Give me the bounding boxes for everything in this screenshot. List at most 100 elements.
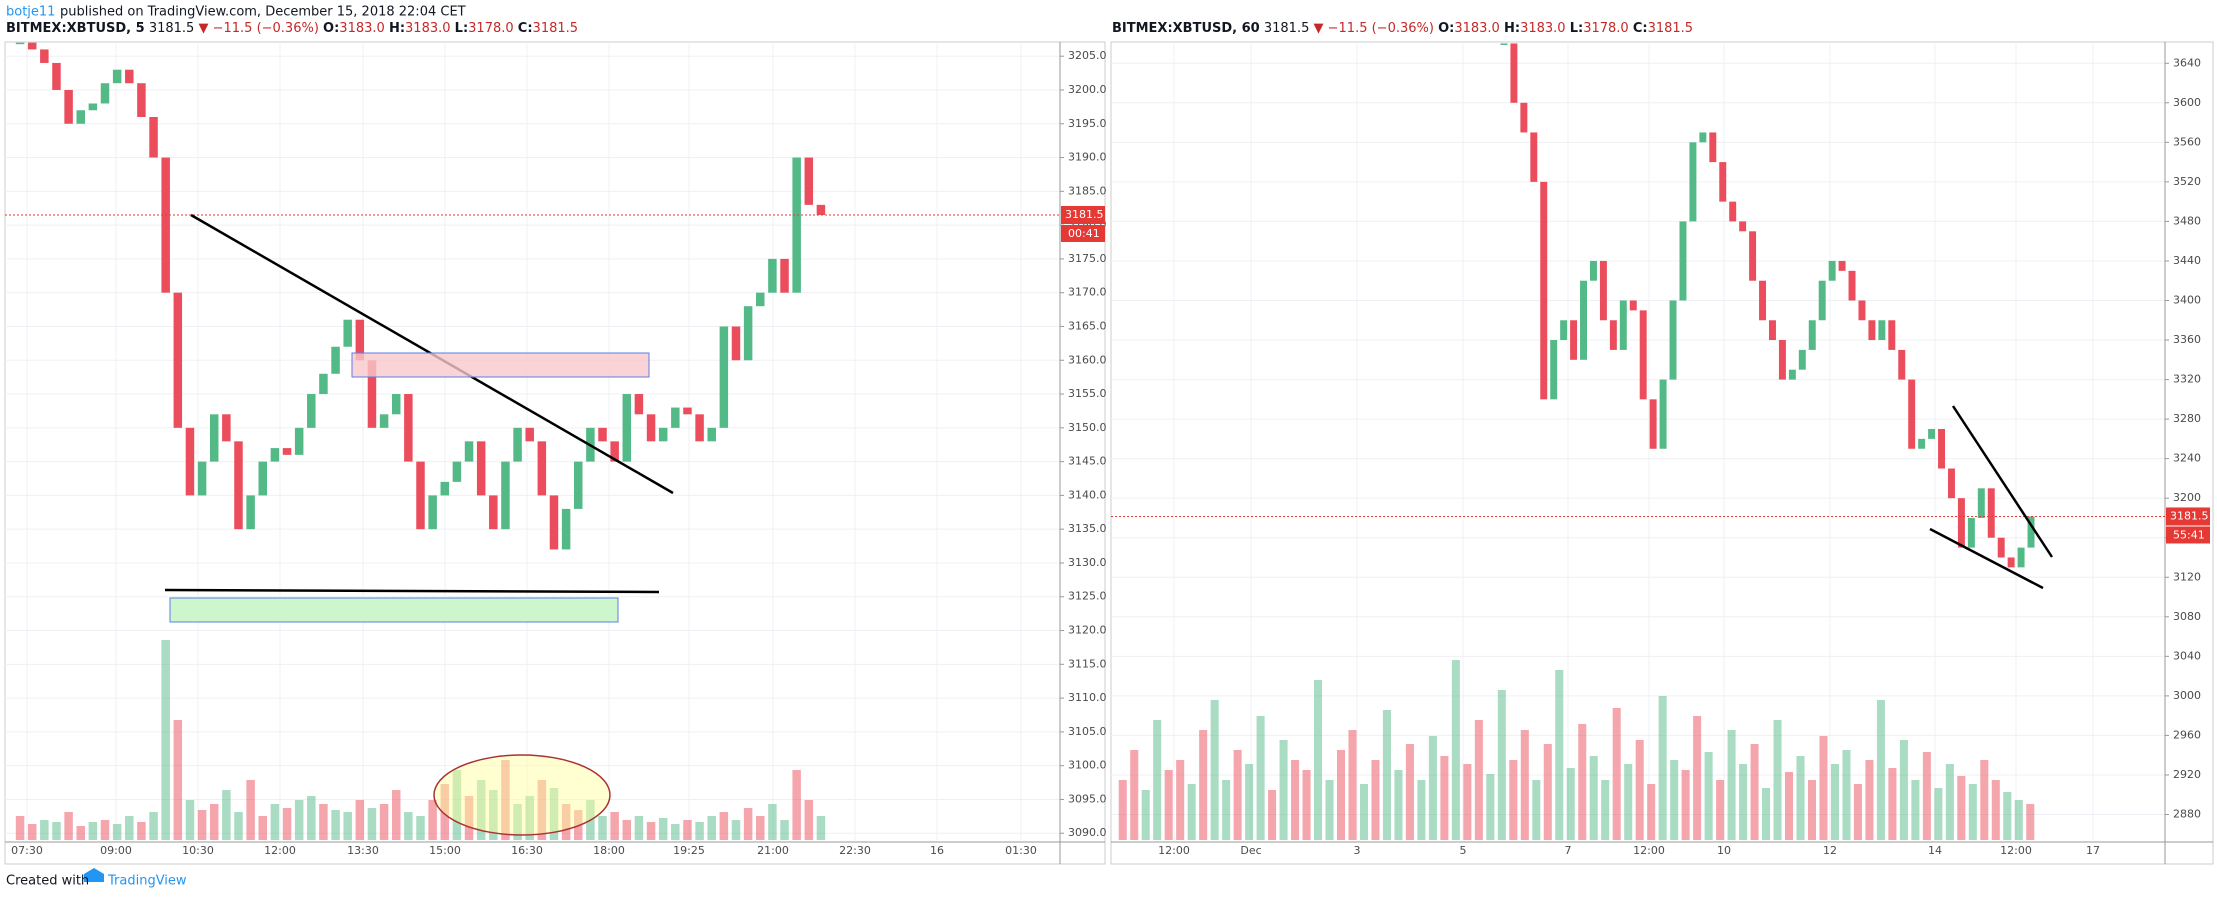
candle — [719, 326, 729, 428]
candle — [367, 360, 377, 428]
candle — [1878, 320, 1886, 341]
volume-bar — [88, 822, 98, 840]
candle — [1739, 221, 1747, 232]
volume-bar — [1647, 784, 1656, 840]
symbol-legend: BITMEX:XBTUSD, 5 3181.5 ▼ −11.5 (−0.36%)… — [6, 21, 578, 36]
candle — [1540, 181, 1548, 400]
candle — [319, 373, 328, 395]
y-tick-label: 3400 — [2173, 293, 2201, 306]
volume-bar — [1268, 790, 1277, 840]
candle — [1858, 300, 1866, 321]
candle — [40, 49, 49, 63]
candle — [1719, 162, 1727, 202]
volume-bar — [1256, 716, 1265, 840]
candle — [1709, 132, 1717, 163]
footer-brand[interactable]: TradingView — [107, 874, 187, 889]
countdown: 00:41 — [1068, 227, 1100, 240]
volume-bar — [1440, 756, 1449, 840]
volume-bar — [1325, 780, 1334, 840]
candle — [112, 69, 122, 84]
candle — [391, 394, 401, 415]
y-tick-label: 3100.0 — [1068, 759, 1107, 772]
candle — [1589, 260, 1597, 281]
volume-bar — [1876, 700, 1885, 840]
candle — [1828, 260, 1836, 281]
candle — [282, 448, 292, 455]
candle — [258, 461, 268, 496]
candle — [476, 441, 486, 496]
volume-bar — [1520, 730, 1529, 840]
candle — [76, 110, 85, 124]
volume-bar — [197, 810, 207, 840]
volume-bar — [513, 804, 522, 840]
candle — [501, 461, 510, 530]
candle — [780, 258, 789, 293]
author[interactable]: botje11 — [6, 5, 55, 20]
volume-bar — [1371, 760, 1380, 840]
volume-bar — [476, 780, 486, 840]
candle — [1788, 369, 1796, 380]
y-tick-label: 3185.0 — [1068, 184, 1107, 197]
volume-bar — [1118, 780, 1127, 840]
volume-bar — [598, 816, 607, 840]
volume-bar — [719, 812, 729, 840]
x-tick-label: 19:25 — [673, 844, 705, 857]
volume-bar — [1819, 736, 1828, 840]
volume-bar — [1359, 784, 1369, 840]
y-tick-label: 3155.0 — [1068, 387, 1107, 400]
volume-bar — [27, 824, 37, 840]
right-panel — [1110, 41, 2214, 865]
ohlc-label: C: — [1633, 21, 1648, 36]
candle — [52, 62, 61, 90]
ohlc-value: 3183.0 — [339, 21, 385, 36]
candle — [1838, 260, 1846, 271]
candle — [489, 495, 498, 530]
candle — [646, 414, 656, 442]
ohlc-label: O: — [1438, 21, 1454, 36]
y-tick-label: 3520 — [2173, 175, 2201, 188]
volume-bar — [1899, 740, 1908, 840]
y-tick-label: 3110.0 — [1068, 691, 1107, 704]
ohlc-label: L: — [455, 21, 468, 36]
left-panel — [4, 41, 1106, 865]
candle — [209, 414, 219, 462]
candle — [1550, 340, 1558, 400]
volume-bar — [1601, 780, 1610, 840]
candle — [100, 83, 110, 104]
candle — [173, 292, 183, 428]
volume-bar — [1762, 788, 1771, 840]
candle — [440, 481, 450, 496]
y-tick-label: 3145.0 — [1068, 455, 1107, 468]
ohlc-value: 3181.5 — [533, 21, 579, 36]
ohlc-value: 3183.0 — [1454, 21, 1500, 36]
x-tick-label: 10 — [1717, 844, 1731, 857]
volume-bar — [1968, 784, 1977, 840]
candle — [1619, 300, 1627, 350]
volume-bar — [2003, 792, 2012, 840]
candle — [355, 319, 365, 361]
candle — [197, 461, 207, 496]
volume-bar — [1314, 680, 1323, 840]
y-tick-label: 3120.0 — [1068, 624, 1107, 637]
candle — [1957, 498, 1965, 548]
volume-bar — [1727, 730, 1736, 840]
candle — [1987, 488, 1995, 538]
volume-bar — [1922, 752, 1931, 840]
candle — [1689, 142, 1697, 222]
volume-bar — [1830, 764, 1839, 840]
candle — [1977, 488, 1985, 518]
volume-bar — [428, 800, 437, 840]
x-tick-label: 01:30 — [1005, 844, 1037, 857]
volume-bar — [1187, 784, 1196, 840]
volume-bar — [1555, 670, 1564, 840]
trendline — [1929, 527, 2044, 590]
candle — [1500, 43, 1508, 45]
candle — [1530, 132, 1538, 182]
volume-bar — [695, 822, 704, 840]
last-price-label: 3181.5 — [1065, 208, 1104, 221]
y-tick-label: 3560 — [2173, 135, 2201, 148]
candle — [804, 157, 814, 205]
volume-bar — [658, 818, 668, 840]
volume-bar — [1842, 750, 1851, 840]
change-arrow: ▼ — [198, 21, 208, 36]
